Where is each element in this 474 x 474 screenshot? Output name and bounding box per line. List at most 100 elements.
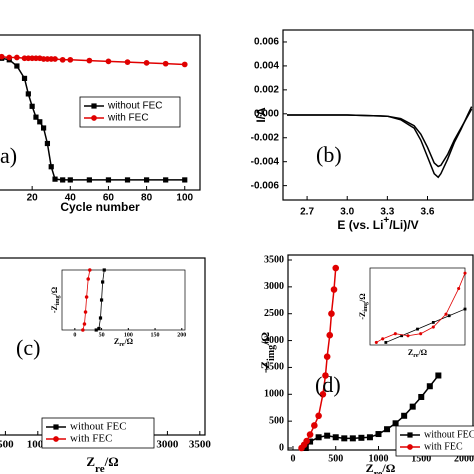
marker <box>447 314 451 318</box>
marker <box>67 56 74 63</box>
x-tick-label: 3500 <box>189 439 212 451</box>
legend-label: with FEC <box>70 433 112 445</box>
marker <box>59 56 66 63</box>
marker <box>48 164 54 170</box>
marker <box>94 328 98 332</box>
label-part: -Z <box>50 305 59 313</box>
label-part: img <box>266 345 277 361</box>
y-tick-label: 500 <box>269 415 284 426</box>
x-axis-label: Cycle number <box>60 200 140 214</box>
marker <box>29 103 35 109</box>
label-part: Z <box>366 461 374 474</box>
marker <box>53 424 59 430</box>
marker <box>323 353 331 360</box>
y-axis-label: I/A <box>254 107 268 123</box>
marker <box>381 337 385 341</box>
marker <box>98 316 103 320</box>
marker <box>375 431 382 438</box>
x-tick-label: 50 <box>99 332 105 338</box>
series-line <box>385 308 466 343</box>
marker <box>306 431 314 438</box>
x-tick-label: 3.0 <box>340 207 354 218</box>
label-part: Z <box>86 454 95 469</box>
marker <box>426 383 433 390</box>
label-part: -Z <box>258 361 272 373</box>
marker <box>40 125 47 131</box>
label-part: img <box>55 295 61 305</box>
x-tick-label: 60 <box>103 193 115 204</box>
label-part: /Ω <box>123 337 133 346</box>
label-part: /Li)/V <box>389 218 418 232</box>
label-part: /Ω <box>381 461 395 474</box>
marker <box>349 435 356 442</box>
marker <box>393 332 397 336</box>
y-tick-label: 3500 <box>264 254 284 265</box>
legend-box <box>395 425 474 457</box>
series-line <box>287 106 473 179</box>
marker <box>392 420 399 427</box>
marker <box>21 75 28 81</box>
marker <box>444 312 448 316</box>
marker <box>101 280 105 284</box>
y-tick-label: 2000 <box>264 335 284 346</box>
marker <box>307 438 314 445</box>
x-axis-label: Zre/Ω <box>408 348 428 360</box>
marker <box>409 403 416 410</box>
marker <box>384 341 388 344</box>
x-tick-label: 200 <box>177 332 186 338</box>
x-tick-label: 1500 <box>411 453 431 464</box>
y-axis-label: -Zimg/Ω <box>50 286 62 313</box>
marker <box>33 114 39 120</box>
marker <box>181 61 188 68</box>
y-tick-label: -0.006 <box>251 180 280 191</box>
marker <box>407 432 413 438</box>
x-tick-label: 3.3 <box>380 207 394 218</box>
label-part: re <box>119 342 125 348</box>
marker <box>83 310 88 314</box>
x-axis-label: Zre/Ω <box>86 454 118 474</box>
marker <box>52 56 58 62</box>
marker <box>311 422 318 429</box>
marker <box>315 412 322 420</box>
marker <box>400 334 404 338</box>
x-axis-label: Zre/Ω <box>114 337 134 349</box>
y-tick-label: 0.002 <box>254 84 279 95</box>
x-tick-label: 80 <box>141 193 153 204</box>
x-tick-label: 1000 <box>368 453 388 464</box>
marker <box>384 426 391 433</box>
y-tick-label: 0.004 <box>254 61 279 72</box>
marker <box>143 60 150 66</box>
x-tick-label: 3.6 <box>421 207 435 218</box>
x-tick-label: 0 <box>290 453 295 464</box>
marker <box>341 435 348 442</box>
x-tick-label: 2.7 <box>300 207 314 218</box>
marker <box>81 328 85 332</box>
y-tick-label: -0.004 <box>251 156 280 167</box>
y-tick-label: 3000 <box>264 281 284 292</box>
panel-label: (d) <box>315 372 341 397</box>
marker <box>419 332 423 336</box>
marker <box>97 326 101 331</box>
marker <box>105 58 112 65</box>
plot-frame <box>61 269 186 331</box>
marker <box>326 331 334 339</box>
legend-box <box>41 417 155 449</box>
marker <box>182 177 188 183</box>
marker <box>53 436 59 442</box>
y-tick-label: -0.002 <box>251 132 280 143</box>
marker <box>463 271 467 275</box>
label-part: Z <box>114 337 119 346</box>
marker <box>124 177 131 183</box>
marker <box>0 53 5 60</box>
marker <box>14 54 20 61</box>
y-tick-label: 0.000 <box>254 108 279 119</box>
marker <box>457 286 461 291</box>
y-tick-label: 1500 <box>264 362 284 373</box>
x-tick-label: 40 <box>65 193 77 204</box>
plot-frame <box>369 267 466 346</box>
x-tick-label: 100 <box>124 332 133 338</box>
panel-label: (c) <box>16 335 40 360</box>
legend-label: without FEC <box>107 101 162 112</box>
legend-label: with FEC <box>424 441 463 452</box>
